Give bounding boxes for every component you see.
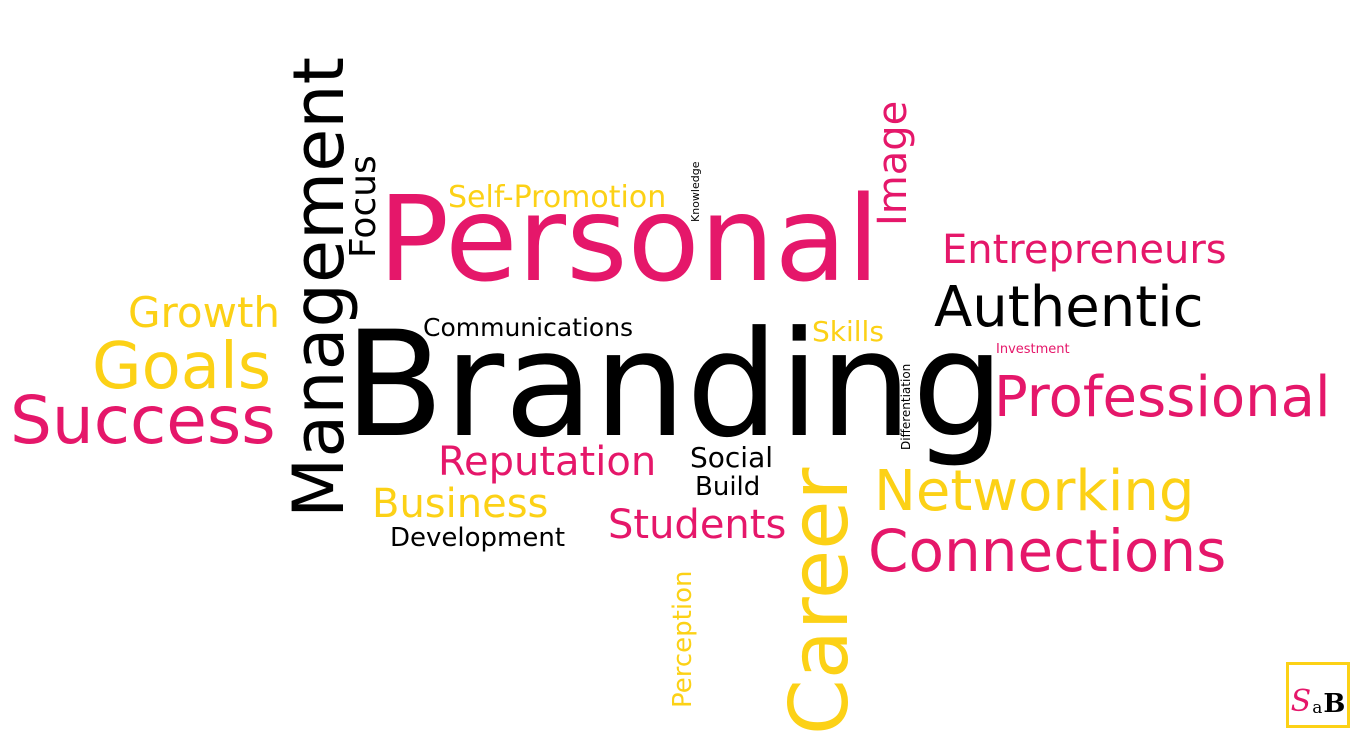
logo-letter-b: B <box>1323 689 1346 719</box>
word-professional: Professional <box>994 365 1331 430</box>
logo-letter-a: a <box>1312 698 1323 718</box>
word-reputation: Reputation <box>438 439 657 485</box>
word-investment: Investment <box>996 342 1070 357</box>
word-networking: Networking <box>874 459 1195 524</box>
word-social: Social <box>690 441 774 474</box>
word-authentic: Authentic <box>934 275 1204 340</box>
word-perception: Perception <box>668 570 698 708</box>
word-students: Students <box>608 502 787 548</box>
word-communications: Communications <box>423 313 634 342</box>
logo-letter-s: S <box>1290 684 1312 719</box>
word-career: Career <box>773 467 866 735</box>
word-development: Development <box>390 523 566 553</box>
word-goals: Goals <box>92 330 272 404</box>
word-business: Business <box>372 481 549 527</box>
word-personal: Personal <box>378 170 880 308</box>
word-skills: Skills <box>812 315 884 348</box>
word-focus: Focus <box>343 155 384 258</box>
word-build: Build <box>695 472 761 502</box>
word-growth: Growth <box>128 288 281 337</box>
word-self-promotion: Self-Promotion <box>448 180 667 215</box>
word-branding: Branding <box>344 300 1005 470</box>
word-connections: Connections <box>868 517 1227 585</box>
word-entrepreneurs: Entrepreneurs <box>942 227 1227 273</box>
word-success: Success <box>10 382 276 459</box>
